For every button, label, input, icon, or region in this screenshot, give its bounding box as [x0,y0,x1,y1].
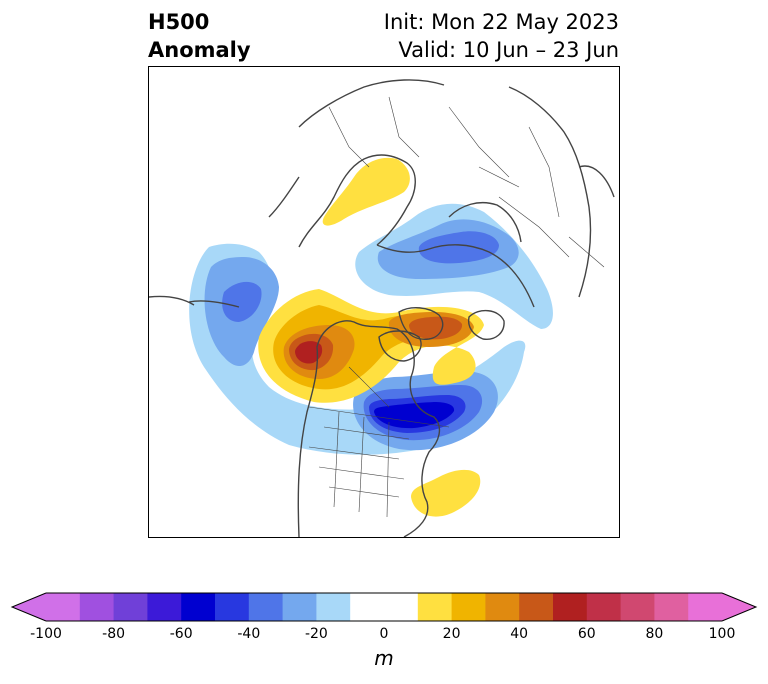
political-borders [308,96,605,518]
colorbar-cell [316,593,351,621]
anomaly-map [149,79,615,537]
colorbar-cell [147,593,182,621]
colorbar-cell [248,593,284,621]
colorbar-cell [519,593,554,621]
colorbar-cell [586,593,622,621]
colorbar-cell [79,593,115,621]
init-date: Init: Mon 22 May 2023 [383,10,619,34]
colorbar-cell [553,593,588,621]
colorbar-cell [417,593,453,621]
colorbar [10,592,758,622]
colorbar-min-arrow [10,592,47,622]
colorbar-tick-label: -20 [304,626,328,642]
colorbar-cell [113,593,148,621]
colorbar-cell [654,593,689,621]
colorbar-cell [46,593,81,621]
map-title: H500 Anomaly [148,8,251,64]
colorbar-tick-label: -40 [237,626,261,642]
colorbar-tick-label: -60 [169,626,193,642]
colorbar-cell [181,593,216,621]
colorbar-max-extend [722,593,756,621]
positive-anomaly-europe [322,157,410,226]
colorbar-cell [688,593,723,621]
colorbar-tick-label: 60 [577,626,596,642]
colorbar-cell [215,593,250,621]
negative-anomaly-canada [353,371,498,451]
colorbar-max-arrow [721,592,758,622]
colorbar-min-extend [12,593,46,621]
colorbar-tick-label: 0 [379,626,389,642]
colorbar-tick-label: 40 [510,626,529,642]
valid-range: Valid: 10 Jun – 23 Jun [398,38,619,62]
colorbar-tick-label: -80 [102,626,126,642]
positive-anomaly-atlantic [411,469,481,517]
title-variable: H500 [148,10,210,34]
colorbar-tick-label: 20 [442,626,461,642]
colorbar-cell [485,593,520,621]
colorbar-tick-label: 100 [708,626,736,642]
colorbar-cell [451,593,486,621]
colorbar-cell [620,593,655,621]
colorbar-unit: m [374,646,394,670]
negative-anomaly-siberia [355,203,553,329]
colorbar-tick-label: 80 [645,626,664,642]
coastlines [149,79,615,537]
colorbar-cell [350,593,385,621]
positive-anomaly-west [258,289,484,403]
title-type: Anomaly [148,38,251,62]
map-dates: Init: Mon 22 May 2023 Valid: 10 Jun – 23… [384,8,619,64]
colorbar-tick-label: -100 [30,626,62,642]
map-panel [148,66,620,538]
colorbar-cell [282,593,317,621]
colorbar-cell [384,593,419,621]
